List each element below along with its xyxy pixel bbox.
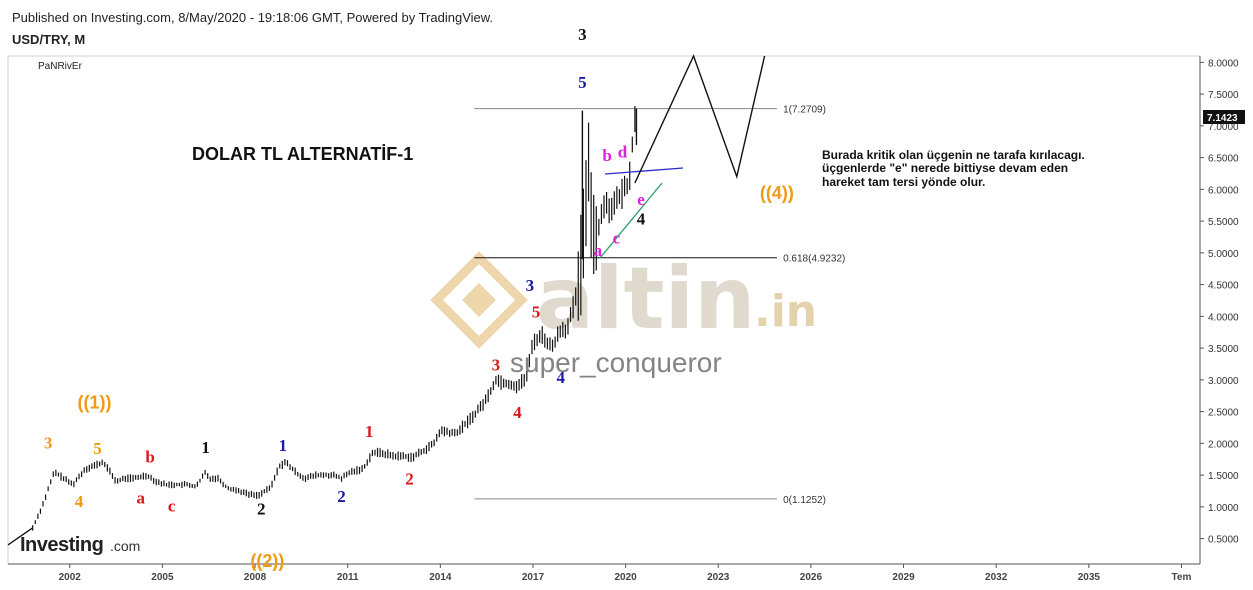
y-tick-label: 2.5000 xyxy=(1208,408,1239,419)
x-tick-label: Tem xyxy=(1172,572,1192,583)
wave-label: a xyxy=(137,489,146,508)
chart-title: DOLAR TL ALTERNATİF-1 xyxy=(192,144,413,164)
x-tick-label: 2002 xyxy=(59,572,82,583)
analysis-note: Burada kritik olan üçgenin ne tarafa kır… xyxy=(822,148,1085,189)
y-tick-label: 7.5000 xyxy=(1208,90,1239,101)
price-bars xyxy=(7,106,638,546)
wave-label: 2 xyxy=(405,470,414,489)
watermark-brand: altin xyxy=(536,249,755,349)
x-tick-label: 2020 xyxy=(614,572,637,583)
y-tick-label: 7.0000 xyxy=(1208,122,1239,133)
logo-main: Investing xyxy=(20,534,103,556)
logo-suffix: .com xyxy=(110,538,140,554)
x-tick-label: 2026 xyxy=(800,572,823,583)
current-price-tag: 7.1423 xyxy=(1203,110,1245,124)
wave-label: 5 xyxy=(532,303,541,322)
note-line-1: Burada kritik olan üçgenin ne tarafa kır… xyxy=(822,148,1085,162)
wave-label: 3 xyxy=(44,433,53,452)
wave-label: 4 xyxy=(513,403,522,422)
fib-level-label: 0(1.1252) xyxy=(783,495,826,506)
wave-label: b xyxy=(602,146,611,165)
y-tick-label: 4.0000 xyxy=(1208,312,1239,323)
fib-level-label: 0.618(4.9232) xyxy=(783,254,845,265)
triangle-pattern xyxy=(599,167,684,259)
triangle-upper-line xyxy=(604,167,684,175)
wave-label: 2 xyxy=(257,499,266,518)
x-tick-label: 2011 xyxy=(337,572,359,583)
x-tick-label: 2023 xyxy=(707,572,730,583)
y-tick-label: 1.5000 xyxy=(1208,471,1239,482)
watermark-logo-icon xyxy=(430,251,528,349)
y-tick-label: 6.5000 xyxy=(1208,154,1239,165)
x-axis-ticks: 2002 2005 2008 2011 2014 2017 2020 2023 2026 2029… xyxy=(59,564,1192,583)
wave-label: 5 xyxy=(93,439,102,458)
x-tick-label: 2017 xyxy=(522,572,545,583)
investing-logo: Investing .com xyxy=(20,534,140,556)
x-tick-label: 2014 xyxy=(429,572,452,583)
note-line-3: hareket tam tersi yönde olur. xyxy=(822,175,985,189)
y-tick-label: 1.0000 xyxy=(1208,503,1239,514)
watermark-user: super_conqueror xyxy=(510,347,722,378)
wave-label: 4 xyxy=(75,492,84,511)
wave-label: 1 xyxy=(279,436,288,455)
projection-path xyxy=(634,54,766,184)
y-tick-label: 6.0000 xyxy=(1208,185,1239,196)
price-bar xyxy=(7,527,34,546)
wave-label: 3 xyxy=(492,355,501,374)
wave-label: c xyxy=(168,496,176,515)
symbol-label: USD/TRY, M xyxy=(12,32,86,47)
fib-level-label: 1(7.2709) xyxy=(783,105,826,116)
fib-levels: 1(7.2709) 0.618(4.9232) 0(1.1252) xyxy=(474,105,845,506)
degree-wave-label: ((1)) xyxy=(77,392,111,412)
wave-label: b xyxy=(145,447,154,466)
wave-label: 1 xyxy=(365,422,374,441)
y-tick-label: 3.5000 xyxy=(1208,344,1239,355)
degree-wave-label: ((2)) xyxy=(250,551,284,571)
y-tick-label: 3.0000 xyxy=(1208,376,1239,387)
wave-label: 1 xyxy=(201,438,210,457)
wave-label: 4 xyxy=(557,368,566,387)
y-axis-ticks: 8.0000 7.5000 7.0000 6.5000 6.0000 5.5000 5.00… xyxy=(1200,58,1239,546)
wave-label: 5 xyxy=(578,73,587,92)
wave-label: d xyxy=(618,143,628,162)
degree-wave-label: ((4)) xyxy=(760,183,794,203)
y-tick-label: 4.5000 xyxy=(1208,281,1239,292)
wave-label: a xyxy=(594,241,603,260)
wave-label: 2 xyxy=(337,487,346,506)
y-tick-label: 5.0000 xyxy=(1208,249,1239,260)
x-tick-label: 2029 xyxy=(892,572,915,583)
x-tick-label: 2005 xyxy=(151,572,174,583)
author-label: PaNRivEr xyxy=(38,61,82,72)
wave-label: c xyxy=(613,228,621,247)
y-tick-label: 2.0000 xyxy=(1208,439,1239,450)
publish-info: Published on Investing.com, 8/May/2020 -… xyxy=(12,10,494,25)
y-tick-label: 0.5000 xyxy=(1208,535,1239,546)
triangle-lower-line xyxy=(599,182,663,259)
x-tick-label: 2008 xyxy=(244,572,267,583)
x-tick-label: 2032 xyxy=(985,572,1008,583)
x-tick-label: 2035 xyxy=(1078,572,1101,583)
wave-label: e xyxy=(637,190,645,209)
watermark-tld: .in xyxy=(754,286,817,337)
wave-label: 3 xyxy=(526,276,535,295)
y-tick-label: 5.5000 xyxy=(1208,217,1239,228)
watermark: altin .in super_conqueror xyxy=(430,249,817,378)
y-tick-label: 8.0000 xyxy=(1208,58,1239,69)
wave-label: 4 xyxy=(637,209,646,228)
current-price-value: 7.1423 xyxy=(1207,113,1238,124)
wave-label: 3 xyxy=(578,25,587,44)
note-line-2: üçgenlerde "e" nerede bittiyse devam ede… xyxy=(822,161,1068,175)
